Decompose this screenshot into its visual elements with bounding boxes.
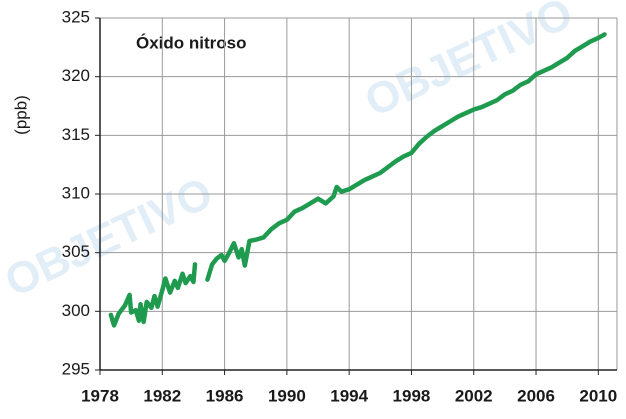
x-tick-label: 2010 bbox=[579, 386, 617, 405]
y-tick-label: 315 bbox=[62, 125, 90, 144]
y-tick-label: 295 bbox=[62, 359, 90, 378]
watermark: OBJETIVO bbox=[358, 0, 580, 127]
x-tick-label: 1982 bbox=[143, 386, 181, 405]
chart-title: Óxido nitroso bbox=[136, 33, 247, 52]
x-tick-label: 2002 bbox=[455, 386, 493, 405]
x-tick-label: 1994 bbox=[330, 386, 368, 405]
x-tick-label: 1990 bbox=[268, 386, 306, 405]
y-tick-label: 320 bbox=[62, 66, 90, 85]
x-tick-label: 1978 bbox=[81, 386, 119, 405]
y-tick-label: 305 bbox=[62, 242, 90, 261]
watermark: OBJETIVO bbox=[0, 168, 220, 306]
y-axis-label: (ppb) bbox=[11, 95, 30, 135]
x-tick-label: 1986 bbox=[206, 386, 244, 405]
x-tick-label: 1998 bbox=[393, 386, 431, 405]
y-tick-label: 300 bbox=[62, 301, 90, 320]
data-line bbox=[108, 32, 607, 328]
y-tick-label: 325 bbox=[62, 7, 90, 26]
y-tick-label: 310 bbox=[62, 183, 90, 202]
x-tick-label: 2006 bbox=[517, 386, 555, 405]
